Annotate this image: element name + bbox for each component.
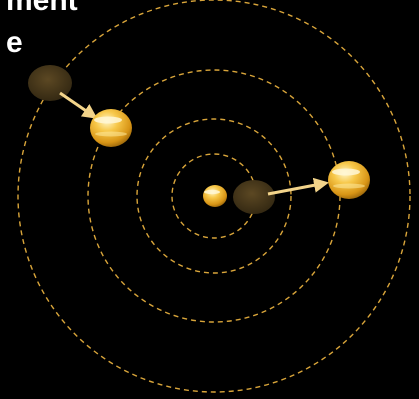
ghost-particle-center (233, 180, 275, 214)
arrow-right (267, 177, 329, 196)
center-particle (203, 185, 227, 207)
upper-left-particle (90, 109, 132, 147)
arrow-upper-left (59, 91, 98, 119)
orbit-ring-2 (136, 118, 292, 274)
title-line-1: ment (6, 0, 78, 17)
orbit-ring-4 (17, 0, 411, 393)
right-particle (328, 161, 370, 199)
title-line-2: e (6, 26, 23, 59)
